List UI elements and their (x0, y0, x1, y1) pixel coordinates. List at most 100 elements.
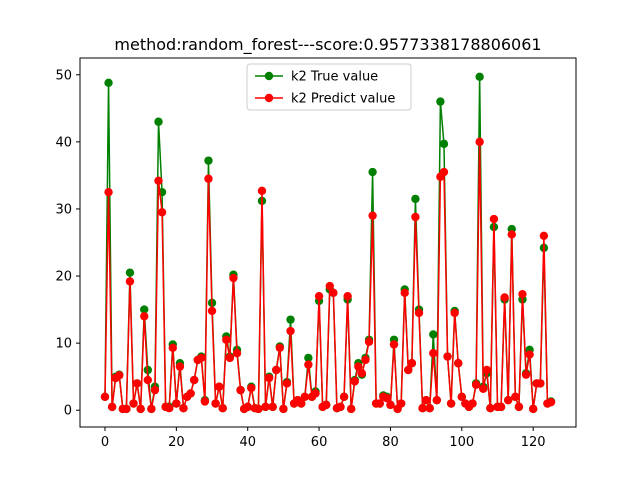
data-point (446, 399, 456, 408)
data-point (521, 370, 531, 379)
legend: k2 True value k2 Predict value (246, 63, 412, 111)
data-point (336, 402, 345, 412)
data-point (214, 382, 224, 391)
data-point (329, 288, 338, 298)
y-tick-label: 20 (55, 270, 72, 285)
data-point (407, 359, 417, 368)
data-point (279, 404, 288, 414)
data-point (175, 362, 185, 371)
data-point (475, 72, 484, 81)
data-point (482, 365, 491, 375)
x-tick-label: 80 (382, 435, 399, 450)
axes-frame (79, 57, 577, 428)
data-point (457, 392, 467, 402)
data-point (154, 176, 163, 185)
data-point (368, 167, 377, 177)
data-point (165, 404, 174, 413)
data-point (286, 315, 295, 324)
data-point (122, 404, 131, 414)
data-point (454, 359, 463, 368)
legend-marker (264, 93, 274, 103)
data-point (132, 379, 142, 388)
data-point (200, 397, 210, 406)
data-point (486, 404, 495, 413)
data-point (386, 400, 395, 410)
data-point (172, 399, 181, 408)
data-point (450, 308, 459, 318)
data-point (411, 212, 420, 222)
data-point (268, 402, 277, 412)
plot-area (100, 72, 556, 414)
data-point (414, 308, 424, 318)
data-point (197, 353, 206, 363)
data-point (411, 194, 420, 204)
data-point (364, 337, 374, 346)
data-point (186, 389, 195, 398)
data-point (432, 395, 442, 405)
data-point (136, 404, 145, 414)
data-point (368, 211, 377, 220)
data-point (511, 392, 520, 402)
x-tick-label: 100 (449, 435, 474, 450)
data-point (322, 400, 331, 410)
data-point (350, 377, 359, 386)
y-tick-label: 10 (55, 337, 72, 352)
y-tick-label: 40 (55, 135, 72, 150)
legend-box (246, 63, 412, 111)
data-point (297, 399, 306, 408)
data-point (264, 373, 274, 383)
data-point (311, 389, 320, 398)
data-point (204, 156, 213, 165)
legend-label: k2 True value (291, 70, 378, 85)
data-point (157, 208, 167, 217)
data-point (247, 383, 256, 393)
data-point (325, 281, 334, 291)
data-point (275, 343, 285, 353)
data-point (282, 379, 292, 388)
data-point (439, 167, 449, 177)
data-point (346, 404, 356, 414)
series-line (104, 141, 552, 410)
data-point (404, 365, 413, 375)
data-point (375, 399, 384, 408)
x-tick-label: 40 (239, 435, 256, 450)
axes: 0 20 40 60 80 100 120 0 10 20 30 40 50 (55, 57, 577, 450)
data-point (179, 404, 188, 413)
data-point (507, 230, 516, 239)
data-point (425, 404, 434, 413)
data-point (536, 379, 545, 388)
data-point (475, 137, 484, 147)
data-point (496, 402, 506, 412)
data-point (354, 362, 363, 371)
data-point (468, 399, 477, 408)
data-point (243, 402, 252, 412)
data-point (104, 78, 113, 88)
data-point (471, 380, 481, 389)
data-point (479, 384, 488, 393)
data-point (339, 392, 349, 402)
data-point (400, 288, 409, 298)
data-point (528, 404, 538, 414)
data-point (539, 231, 549, 240)
data-point (168, 343, 177, 353)
data-point (229, 273, 238, 283)
data-point (389, 340, 399, 349)
data-point (211, 399, 220, 408)
data-point (429, 330, 438, 339)
data-point (396, 399, 406, 408)
x-tick-label: 120 (521, 435, 546, 450)
data-point (115, 371, 124, 380)
data-point (189, 375, 199, 385)
data-point (304, 360, 313, 369)
data-point (222, 335, 231, 344)
data-point (343, 291, 352, 301)
data-point (100, 392, 110, 402)
data-point (107, 402, 117, 412)
data-point (150, 385, 160, 395)
data-point (129, 399, 138, 408)
data-point (361, 355, 370, 365)
data-point (286, 326, 295, 336)
chart-title: method:random_forest---score:0.957733817… (114, 35, 541, 55)
data-point (421, 395, 431, 405)
data-point (257, 186, 267, 196)
